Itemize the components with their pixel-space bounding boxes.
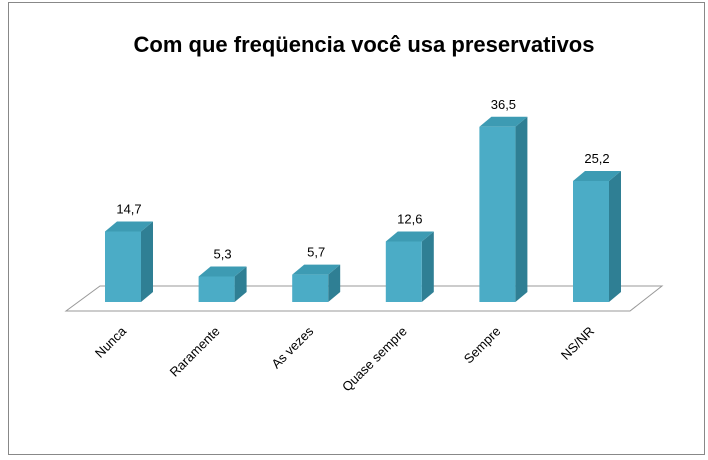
bar <box>198 266 247 302</box>
bar <box>292 264 341 302</box>
bar-front <box>573 181 609 302</box>
bar <box>385 231 434 302</box>
data-label: 5,3 <box>214 247 232 262</box>
bar-top <box>573 171 621 182</box>
bar-front <box>385 241 422 302</box>
bar-side <box>234 266 247 302</box>
data-label: 12,6 <box>397 212 422 227</box>
bar <box>573 171 621 302</box>
bar-side <box>421 231 434 302</box>
bar-top <box>198 266 247 277</box>
bar-front <box>292 274 329 302</box>
data-label: 36,5 <box>491 97 516 112</box>
bar-top <box>479 116 528 127</box>
bar-front <box>479 126 516 302</box>
bar-side <box>609 171 621 302</box>
bar-top <box>105 221 153 232</box>
bar-top <box>292 264 341 275</box>
bar-front <box>105 231 141 302</box>
bar-side <box>141 221 153 302</box>
bar-front <box>198 276 235 302</box>
bar <box>479 116 528 302</box>
bar-side <box>328 264 341 302</box>
bar <box>105 221 153 302</box>
data-label: 14,7 <box>116 201 141 216</box>
bar-side <box>515 116 528 302</box>
chart-title: Com que freqüencia você usa preservativo… <box>134 32 595 57</box>
bar-top <box>385 231 434 242</box>
data-label: 5,7 <box>307 245 325 260</box>
floor <box>64 285 664 312</box>
data-label: 25,2 <box>584 151 609 166</box>
